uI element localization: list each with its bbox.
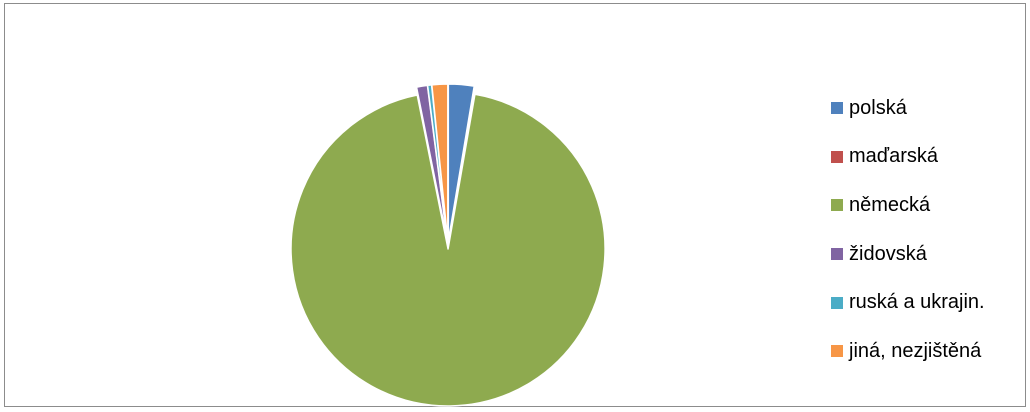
legend-item-madarska: maďarská (831, 133, 985, 182)
legend: polská maďarská německá židovská ruská a… (831, 84, 985, 376)
pie-slice-nemecka (290, 93, 606, 407)
pie-slice-jina-nezjistena (431, 83, 449, 242)
legend-item-polska: polská (831, 84, 985, 133)
legend-item-ruska-a-ukrajin: ruská a ukrajin. (831, 278, 985, 327)
legend-label: polská (849, 96, 907, 119)
legend-label: maďarská (849, 145, 938, 168)
legend-swatch (831, 296, 843, 309)
legend-item-nemecka: německá (831, 181, 985, 230)
legend-label: německá (849, 193, 931, 216)
legend-swatch (831, 345, 843, 358)
legend-label: ruská a ukrajin. (849, 291, 985, 314)
legend-label: jiná, nezjištěná (849, 339, 982, 362)
legend-swatch (831, 102, 843, 115)
legend-item-zidovska: židovská (831, 230, 985, 279)
legend-swatch (831, 248, 843, 261)
legend-label: židovská (849, 242, 927, 265)
legend-swatch (831, 150, 843, 163)
legend-swatch (831, 199, 843, 212)
legend-item-jina-nezjistena: jiná, nezjištěná (831, 327, 985, 376)
pie-slice-madarska (447, 85, 477, 242)
